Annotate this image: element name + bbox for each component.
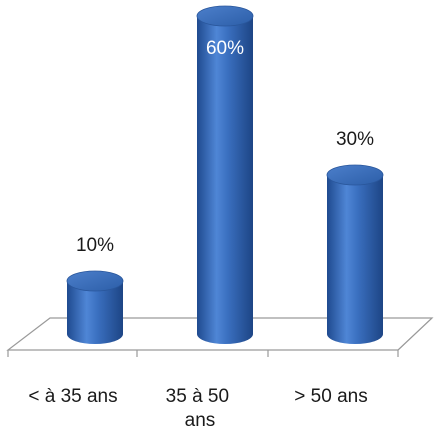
category-labels: < à 35 ans 35 à 50 ans > 50 ans: [28, 386, 367, 431]
data-label-2: 60%: [206, 38, 244, 59]
x-tick-label-3: > 50 ans: [294, 386, 367, 407]
bar-1: 10%: [66, 235, 124, 344]
bar-2: 60%: [196, 5, 254, 344]
x-tick-label-2: 35 à 50 ans: [166, 386, 235, 431]
bar-3: 30%: [326, 129, 384, 344]
bar-body-3: [327, 175, 383, 344]
bar-cap-3: [326, 164, 384, 186]
data-label-3: 30%: [336, 129, 374, 150]
bar-series: 10% 60% 30%: [66, 5, 384, 344]
bar-body-1: [67, 281, 123, 344]
bar-cap-1: [66, 270, 124, 292]
bar-body-2: [197, 16, 253, 344]
bar-cap-2: [196, 5, 254, 27]
x-tick-label-1: < à 35 ans: [28, 386, 117, 407]
chart-floor: [6, 317, 434, 357]
data-label-1: 10%: [76, 235, 114, 256]
